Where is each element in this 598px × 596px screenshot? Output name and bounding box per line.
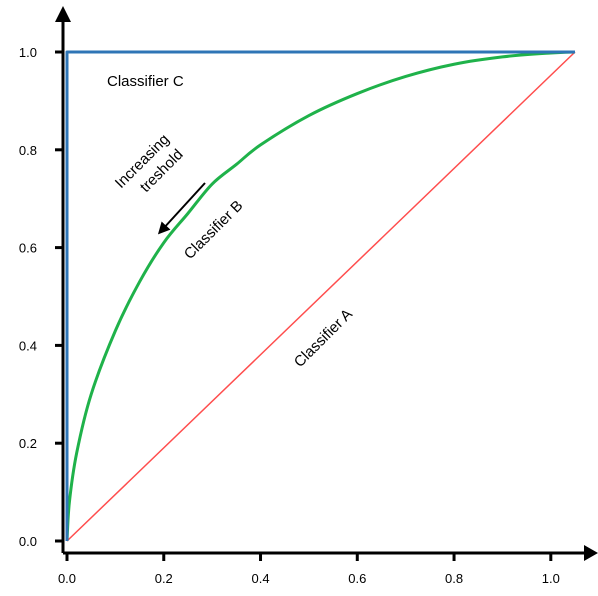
y-tick-label: 0.4: [19, 338, 37, 353]
series-lines: [65, 50, 576, 542]
x-tick-label: 0.4: [251, 571, 269, 586]
y-tick-label: 0.6: [19, 241, 37, 256]
x-tick-label: 0.8: [445, 571, 463, 586]
classifier-c-label: Classifier C: [107, 73, 184, 90]
threshold-arrow: [157, 182, 206, 235]
y-axis-ticks: 0.0 0.2 0.4 0.6 0.8 1.0: [19, 45, 63, 549]
x-axis-arrowhead: [584, 545, 598, 561]
x-tick-label: 0.2: [155, 571, 173, 586]
y-axis-arrowhead: [55, 6, 71, 22]
y-tick-label: 0.0: [19, 534, 37, 549]
classifier-c-line: [65, 50, 575, 541]
classifier-b-label: Classifier B: [181, 197, 247, 263]
x-tick-label: 0.6: [348, 571, 366, 586]
x-tick-label: 1.0: [542, 571, 560, 586]
x-axis-ticks: 0.0 0.2 0.4 0.6 0.8 1.0: [58, 553, 560, 586]
y-tick-label: 0.2: [19, 436, 37, 451]
x-tick-label: 0.0: [58, 571, 76, 586]
classifier-b-line: [65, 50, 576, 542]
y-tick-label: 0.8: [19, 143, 37, 158]
y-tick-label: 1.0: [19, 45, 37, 60]
classifier-a-line: [66, 51, 576, 542]
